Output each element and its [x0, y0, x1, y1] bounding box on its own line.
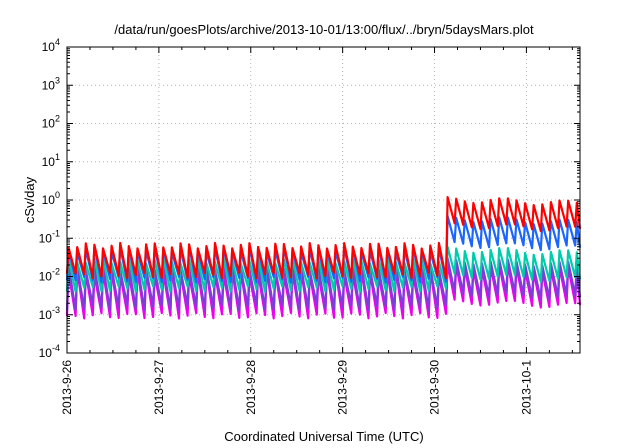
series-line — [65, 245, 582, 293]
axis-ticks — [66, 46, 580, 354]
x-tick-label: 2013-9-29 — [336, 360, 350, 415]
y-tick-label: 10-4 — [39, 343, 60, 360]
x-axis-label: Coordinated Universal Time (UTC) — [224, 429, 423, 444]
series-line — [65, 196, 582, 280]
x-axis-tick-labels: 2013-9-26 2013-9-27 2013-9-28 2013-9-29 2013… — [60, 360, 533, 415]
y-axis-tick-labels: 10-4 10-3 10-2 10-1 100 101 102 103 104 — [39, 37, 60, 360]
y-tick-label: 101 — [42, 152, 60, 169]
y-tick-label: 100 — [42, 190, 60, 207]
y-tick-label: 10-2 — [39, 267, 60, 284]
y-tick-label: 102 — [42, 114, 60, 131]
series-layer — [65, 196, 582, 320]
x-tick-label: 2013-10-1 — [519, 360, 533, 415]
chart-title: /data/run/goesPlots/archive/2013-10-01/1… — [114, 22, 534, 37]
y-tick-label: 10-1 — [39, 228, 60, 245]
series-line — [65, 215, 582, 284]
series-line — [65, 257, 582, 312]
x-tick-label: 2013-9-27 — [152, 360, 166, 415]
y-tick-label: 103 — [42, 75, 60, 92]
y-tick-label: 104 — [42, 37, 60, 54]
x-tick-label: 2013-9-30 — [428, 360, 442, 415]
y-tick-label: 10-3 — [39, 305, 60, 322]
x-tick-label: 2013-9-26 — [60, 360, 74, 415]
x-tick-label: 2013-9-28 — [244, 360, 258, 415]
series-line — [65, 262, 582, 320]
y-axis-label: cSv/day — [22, 176, 37, 223]
